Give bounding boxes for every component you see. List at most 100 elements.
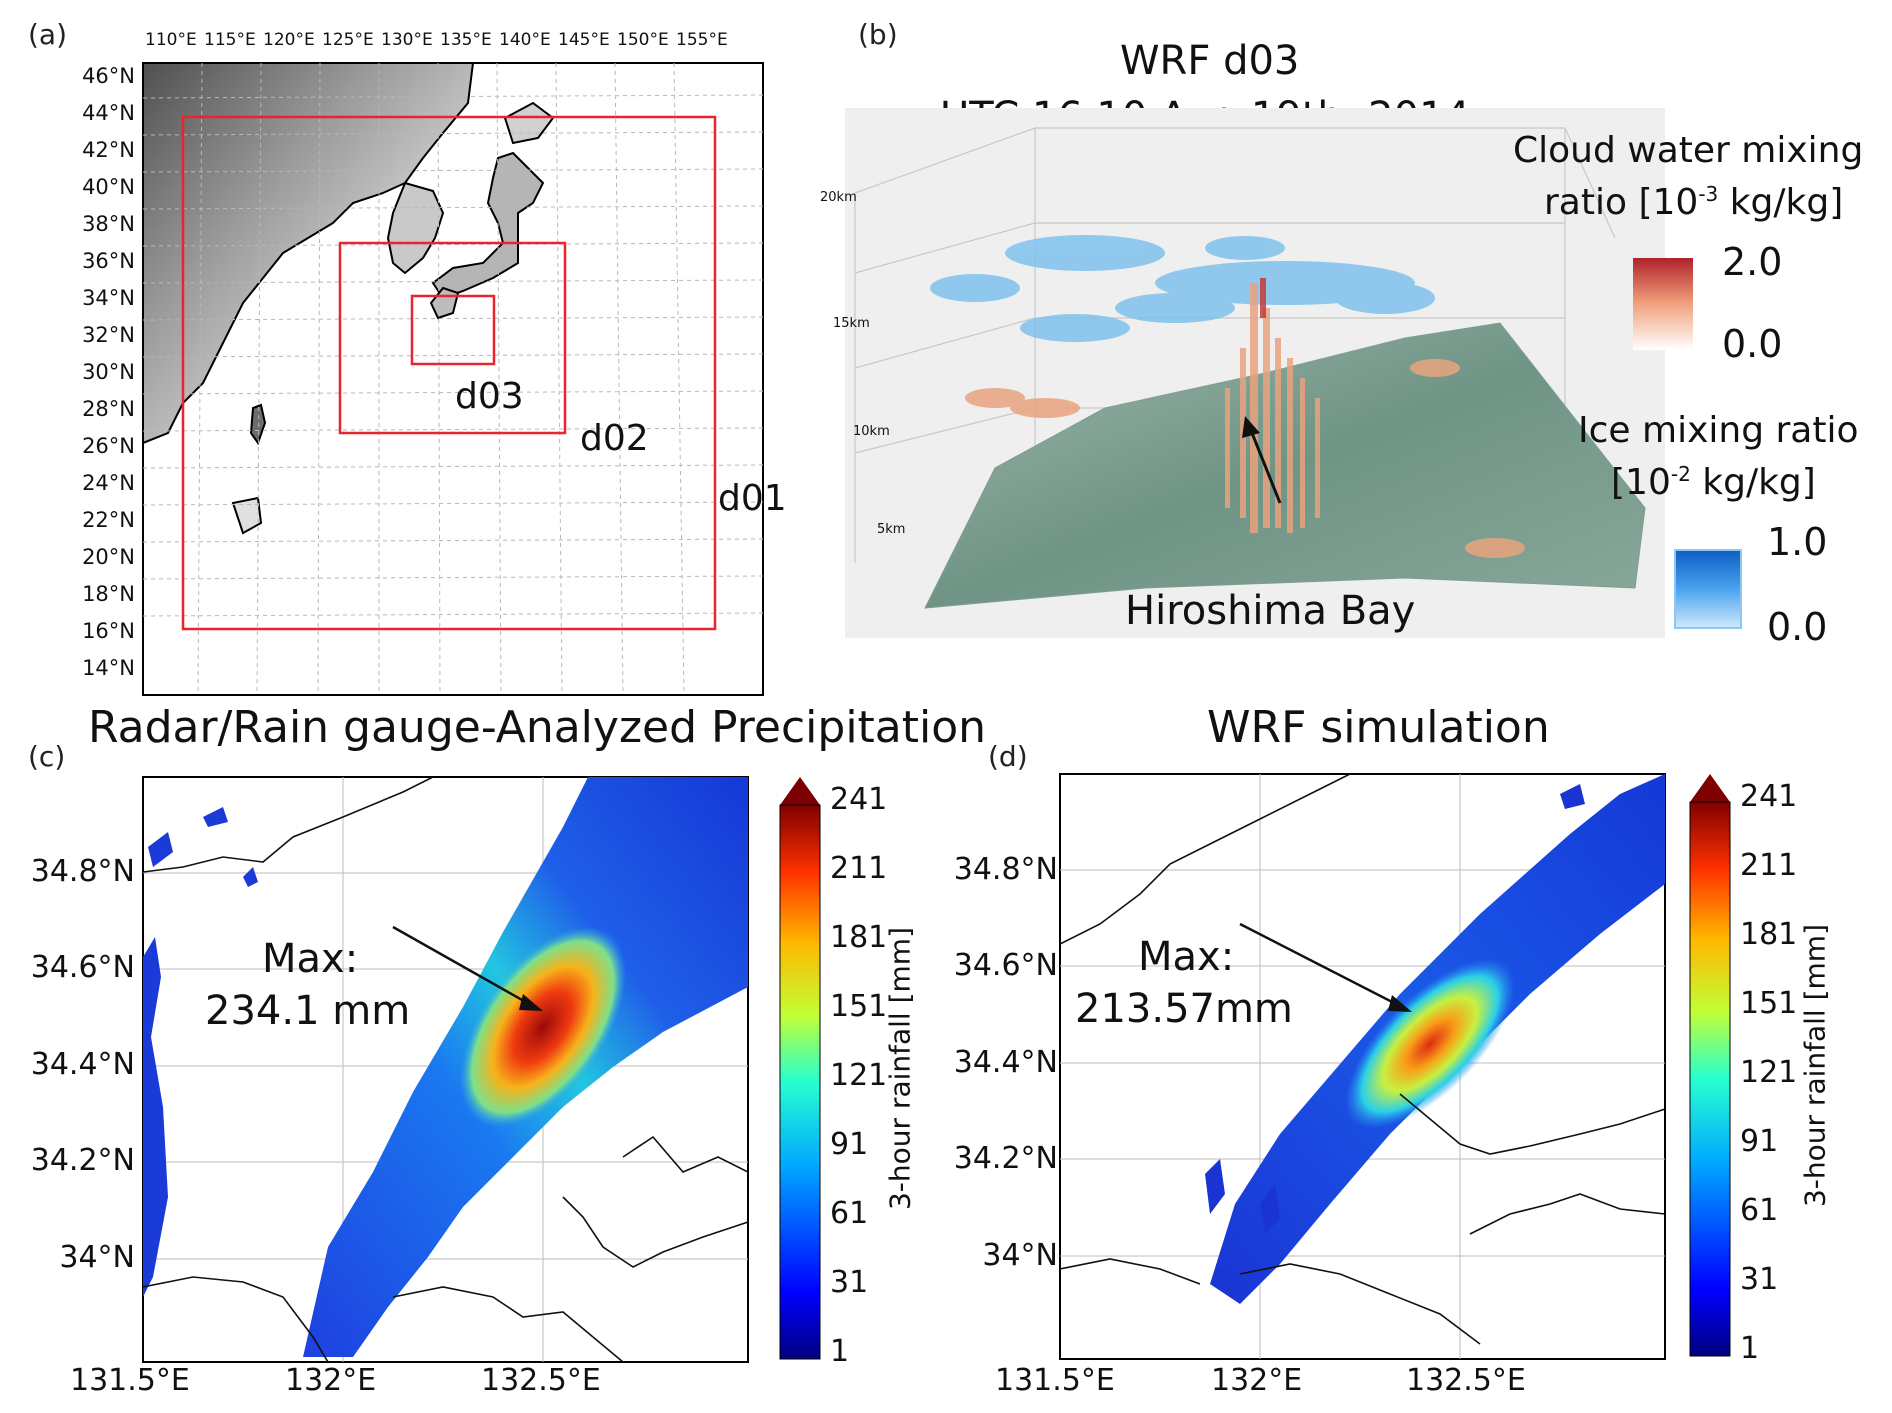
panel-a-map: [142, 62, 764, 696]
height-label-15km: 15km: [833, 316, 870, 331]
hiroshima-bay-label: Hiroshima Bay: [1125, 588, 1416, 634]
panel-a-label: (a): [28, 18, 68, 51]
height-label-10km: 10km: [853, 424, 890, 439]
lon-label: 131.5°E: [995, 1363, 1115, 1398]
lat-label: 16°N: [82, 619, 135, 643]
ice-legend-text: [10: [1611, 462, 1671, 503]
graticule: [143, 63, 763, 695]
domain-d02-box: [338, 241, 567, 435]
panel-c-label: (c): [28, 740, 66, 773]
panel-d-title: WRF simulation: [1207, 702, 1550, 753]
colorbar-tick: 241: [830, 782, 888, 817]
colorbar-tick: 31: [830, 1265, 869, 1300]
ice-cloud-blobs: [930, 235, 1435, 342]
lat-label: 36°N: [82, 249, 135, 273]
panel-c-title: Radar/Rain gauge-Analyzed Precipitation: [88, 702, 987, 753]
colorbar-tick: 61: [830, 1196, 869, 1231]
ice-colorbar: [1674, 549, 1742, 629]
ice-min: 0.0: [1767, 605, 1828, 649]
lon-label: 131.5°E: [70, 1363, 190, 1398]
lat-label: 46°N: [82, 64, 135, 88]
lat-label: 42°N: [82, 138, 135, 162]
colorbar-tick: 211: [830, 851, 888, 886]
lat-label: 34°N: [59, 1240, 135, 1275]
lat-label: 32°N: [82, 323, 135, 347]
lat-label: 40°N: [82, 175, 135, 199]
max-arrow-line: [1239, 922, 1401, 1008]
terrain-surface: [924, 322, 1646, 609]
lat-label: 34.8°N: [953, 852, 1058, 887]
lat-label: 34°N: [82, 286, 135, 310]
lon-label: 110°E: [145, 30, 197, 50]
panel-d-colorbar: [1689, 774, 1731, 1357]
height-label-5km: 5km: [877, 522, 906, 537]
rain-left-specks: [148, 807, 258, 887]
ice-legend-unit: kg/kg]: [1690, 462, 1816, 503]
panel-d-label: (d): [988, 740, 1028, 773]
colorbar-tick: 151: [830, 989, 888, 1024]
colorbar-tick: 121: [1740, 1055, 1798, 1090]
colorbar-label: 3-hour rainfall [mm]: [883, 926, 917, 1211]
lat-label: 34.6°N: [953, 948, 1058, 983]
lon-label: 135°E: [440, 30, 492, 50]
lat-label: 34.2°N: [30, 1143, 135, 1178]
ice-legend-exponent: -2: [1670, 462, 1691, 486]
lat-label: 22°N: [82, 508, 135, 532]
max-arrow-head: [1388, 995, 1412, 1012]
colorbar-label: 3-hour rainfall [mm]: [1798, 923, 1832, 1208]
panel-c-colorbar-ticks: 241 211 181 151 121 91 61 31 1: [830, 782, 910, 1372]
lat-label: 24°N: [82, 471, 135, 495]
panel-b-label: (b): [858, 18, 898, 51]
ice-legend-line2: [10-2 kg/kg]: [1611, 462, 1816, 503]
panel-c-map: [142, 776, 749, 1363]
hiroshima-arrow-head: [1242, 416, 1260, 438]
colorbar-tick: 211: [1740, 848, 1798, 883]
colorbar-tick: 91: [1740, 1124, 1779, 1159]
rain-max-core: [1345, 959, 1515, 1129]
max-arrow-head: [519, 994, 543, 1011]
cloud-legend-text: ratio [10: [1544, 182, 1699, 223]
cloud-water-colorbar: [1633, 258, 1693, 350]
lat-label: 34.4°N: [30, 1047, 135, 1082]
lat-label: 44°N: [82, 101, 135, 125]
panel-b-3d-render: [845, 108, 1665, 638]
colorbar-tick: 181: [830, 920, 888, 955]
panel-d-lon-labels: 131.5°E 132°E 132.5°E: [995, 1363, 1635, 1403]
lon-label: 132°E: [1211, 1363, 1303, 1398]
lon-label: 140°E: [499, 30, 551, 50]
cloud-water-legend-line2: ratio [10-3 kg/kg]: [1544, 182, 1843, 223]
domain-d03-label: d03: [455, 376, 524, 417]
cloud-water-legend-line1: Cloud water mixing: [1513, 130, 1864, 171]
panel-c-max-value: 234.1 mm: [205, 988, 411, 1034]
lat-label: 28°N: [82, 397, 135, 421]
lat-label: 14°N: [82, 656, 135, 680]
lon-label: 155°E: [676, 30, 728, 50]
lon-label: 132.5°E: [1406, 1363, 1526, 1398]
colorbar-tick: 121: [830, 1058, 888, 1093]
colorbar-tick: 241: [1740, 779, 1798, 814]
taiwan: [249, 403, 267, 446]
cloud-water-max: 2.0: [1722, 240, 1783, 284]
max-arrow-line: [392, 925, 532, 1007]
lon-label: 145°E: [558, 30, 610, 50]
colorbar-tick: 1: [830, 1334, 850, 1369]
colorbar-tick: 91: [830, 1127, 869, 1162]
domain-d03-box: [410, 294, 496, 366]
ice-max: 1.0: [1767, 520, 1828, 564]
rain-left-edge: [143, 937, 168, 1297]
panel-c-lon-labels: 131.5°E 132°E 132.5°E: [70, 1363, 710, 1403]
panel-a-lat-labels: 46°N 44°N 42°N 40°N 38°N 36°N 34°N 32°N …: [40, 60, 135, 700]
lat-label: 34°N: [982, 1238, 1058, 1273]
colorbar-tick: 31: [1740, 1262, 1779, 1297]
lon-label: 125°E: [322, 30, 374, 50]
panel-d-max-label: Max:: [1138, 934, 1235, 980]
max-cloud-core: [1260, 278, 1266, 318]
lon-label: 115°E: [204, 30, 256, 50]
luzon: [231, 496, 263, 535]
panel-d-map: [1059, 773, 1666, 1360]
panel-b-title-line1: WRF d03: [1120, 38, 1300, 84]
lat-label: 18°N: [82, 582, 135, 606]
lat-label: 30°N: [82, 360, 135, 384]
rain-max-core: [459, 926, 627, 1128]
panel-d-lat-labels: 34.8°N 34.6°N 34.4°N 34.2°N 34°N: [920, 770, 1058, 1370]
